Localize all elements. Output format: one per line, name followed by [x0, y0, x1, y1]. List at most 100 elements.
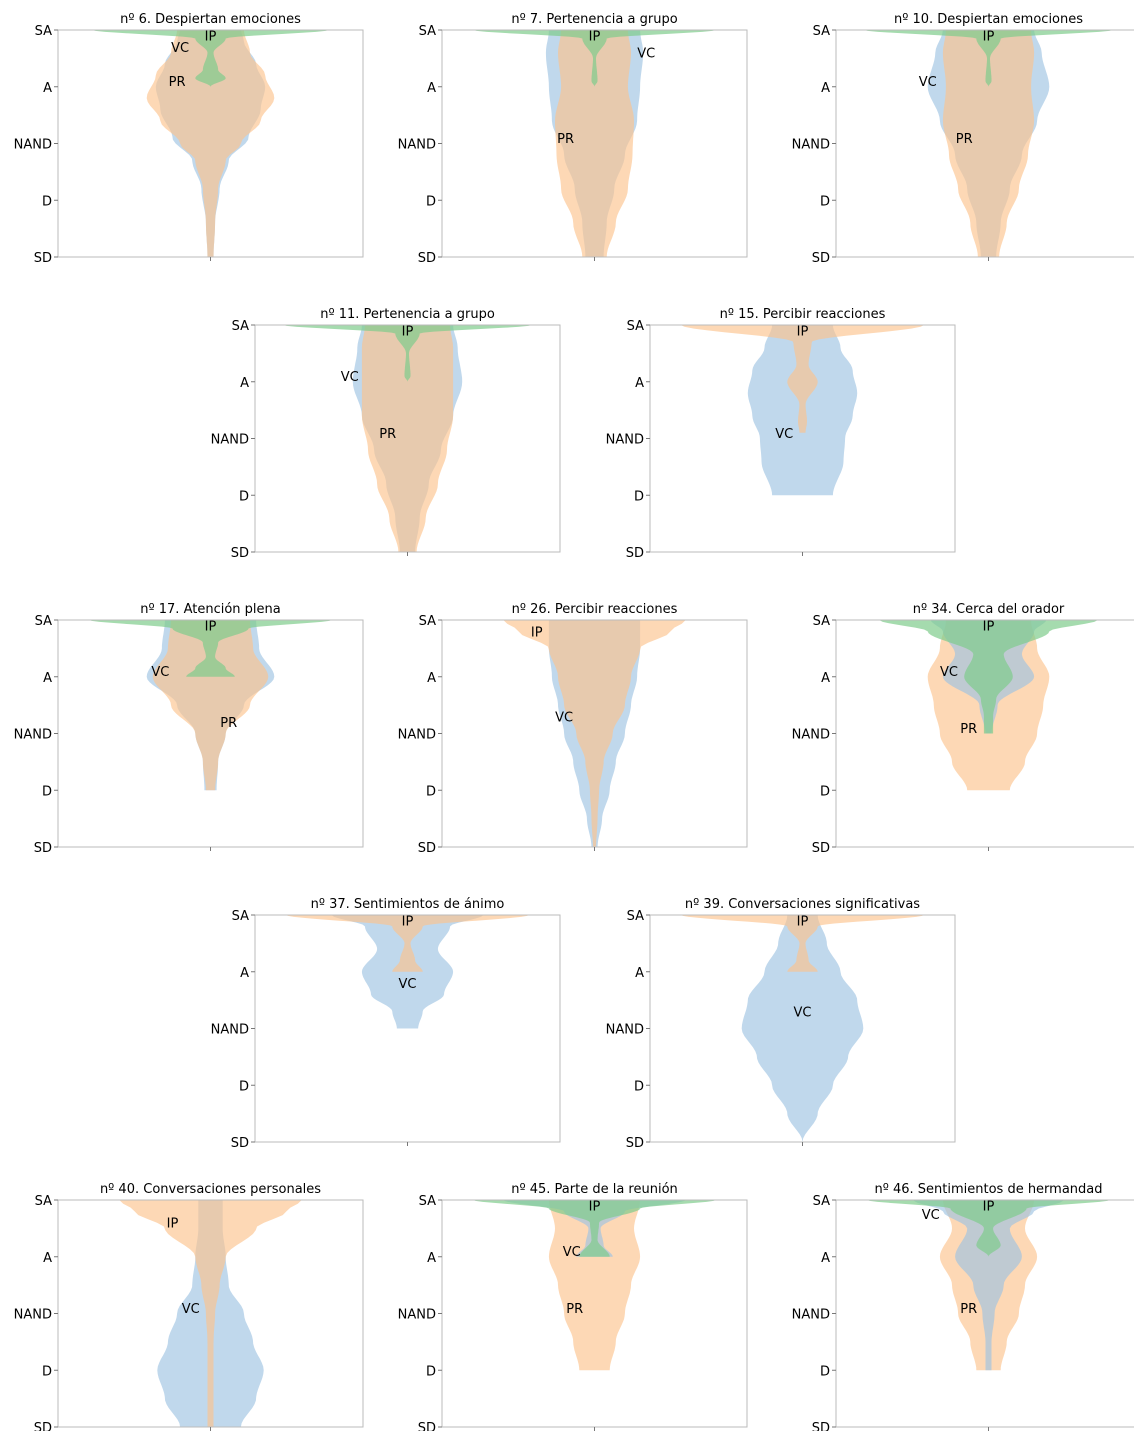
y-tick-label: NAND [792, 728, 830, 743]
y-tick-label: SA [419, 1194, 436, 1209]
y-tick-label: SA [813, 1194, 830, 1209]
panel-title: nº 40. Conversaciones personales [100, 1182, 321, 1197]
violin-pr [503, 620, 686, 847]
y-tick-label: D [820, 194, 830, 209]
violin-group [680, 325, 925, 496]
y-tick-label: NAND [792, 138, 830, 153]
y-tick-label: SA [419, 24, 436, 39]
y-tick-label: D [42, 194, 52, 209]
series-label-vc: VC [399, 977, 417, 992]
series-label-vc: VC [637, 47, 655, 62]
series-label-ip: IP [531, 625, 543, 640]
violin-ip [472, 30, 717, 87]
y-tick-label: D [820, 1364, 830, 1379]
violin-vc [912, 1200, 1065, 1371]
y-tick-label: SD [626, 546, 644, 561]
violin-group [472, 1200, 717, 1371]
panel-title: nº 7. Pertenencia a grupo [511, 12, 677, 27]
violin-pr [146, 30, 275, 257]
panel-12: nº 45. Parte de la reunión SD D NAND A SA IP VC… [398, 1182, 748, 1431]
y-tick-label: SA [627, 909, 644, 924]
violin-ip [863, 30, 1114, 87]
violin-group [879, 620, 1098, 791]
violin-group [285, 915, 530, 1029]
y-tick-label: SA [35, 24, 52, 39]
violin-group [680, 915, 925, 1142]
series-label-ip: IP [983, 620, 995, 635]
panel-title: nº 45. Parte de la reunión [511, 1182, 678, 1197]
violin-pr [942, 30, 1035, 257]
panel-9: nº 37. Sentimientos de ánimo SD D NAND A SA IP… [211, 897, 561, 1151]
y-tick-label: SA [813, 614, 830, 629]
violin-pr [119, 1200, 302, 1427]
y-tick-label: SD [418, 841, 436, 856]
series-label-ip: IP [797, 325, 809, 340]
series-label-pr: PR [960, 722, 977, 737]
violin-group [472, 30, 717, 257]
panel-4: nº 11. Pertenencia a grupo SD D NAND A SA IP VC… [211, 307, 561, 561]
panel-3: nº 10. Despiertan emociones SD D NAND A SA IP V… [792, 12, 1134, 266]
panel-title: nº 34. Cerca del orador [913, 602, 1065, 617]
y-tick-label: A [821, 1251, 830, 1266]
y-tick-label: A [427, 81, 436, 96]
series-label-vc: VC [151, 665, 169, 680]
violin-pr [152, 620, 269, 791]
panel-title: nº 6. Despiertan emociones [120, 12, 301, 27]
violin-pr [548, 1200, 641, 1371]
series-label-vc: VC [171, 41, 189, 56]
y-tick-label: A [821, 671, 830, 686]
y-tick-label: NAND [14, 1308, 52, 1323]
panel-13: nº 46. Sentimientos de hermandad SD D NAND A… [792, 1182, 1134, 1431]
y-tick-label: SD [418, 251, 436, 266]
violin-pr [361, 325, 454, 552]
panel-1: nº 6. Despiertan emociones SD D NAND A SA IP VC… [14, 12, 364, 266]
y-tick-label: SD [34, 841, 52, 856]
series-label-vc: VC [794, 1005, 812, 1020]
series-label-vc: VC [182, 1302, 200, 1317]
panel-6: nº 17. Atención plena SD D NAND A SA IP VC PR [14, 602, 364, 856]
y-tick-label: SD [812, 841, 830, 856]
panel-title: nº 46. Sentimientos de hermandad [874, 1182, 1102, 1197]
series-label-vc: VC [922, 1208, 940, 1223]
y-tick-label: SA [35, 614, 52, 629]
y-tick-label: D [426, 1364, 436, 1379]
panel-title: nº 17. Atención plena [140, 602, 280, 617]
violin-group [866, 1200, 1111, 1371]
panel-title: nº 37. Sentimientos de ánimo [311, 897, 505, 912]
series-label-vc: VC [341, 370, 359, 385]
series-label-pr: PR [169, 75, 186, 90]
y-tick-label: NAND [606, 1023, 644, 1038]
violin-ip [472, 1200, 717, 1257]
y-tick-label: D [426, 194, 436, 209]
panel-title: nº 39. Conversaciones significativas [685, 897, 920, 912]
y-tick-label: SA [419, 614, 436, 629]
y-tick-label: A [635, 376, 644, 391]
y-tick-label: SD [231, 1136, 249, 1151]
y-tick-label: D [42, 1364, 52, 1379]
panel-5: nº 15. Percibir reacciones SD D NAND A SA IP VC [606, 307, 956, 561]
series-label-pr: PR [557, 132, 574, 147]
y-tick-label: SD [418, 1421, 436, 1431]
series-label-ip: IP [205, 620, 217, 635]
y-tick-label: SD [34, 251, 52, 266]
y-tick-label: SD [231, 546, 249, 561]
series-label-ip: IP [983, 30, 995, 45]
panel-10: nº 39. Conversaciones significativas SD D N… [606, 897, 956, 1151]
panel-title: nº 26. Percibir reacciones [512, 602, 678, 617]
y-tick-label: NAND [606, 433, 644, 448]
series-label-vc: VC [555, 710, 573, 725]
y-tick-label: SA [232, 909, 249, 924]
y-tick-label: SA [232, 319, 249, 334]
panel-title: nº 15. Percibir reacciones [720, 307, 886, 322]
y-tick-label: SA [35, 1194, 52, 1209]
y-tick-label: SD [34, 1421, 52, 1431]
y-tick-label: SA [627, 319, 644, 334]
y-tick-label: A [43, 81, 52, 96]
violin-group [863, 30, 1114, 257]
y-tick-label: A [427, 671, 436, 686]
violin-group [503, 620, 686, 847]
violin-pr [680, 325, 925, 433]
violin-vc [741, 915, 864, 1142]
y-tick-label: NAND [14, 728, 52, 743]
